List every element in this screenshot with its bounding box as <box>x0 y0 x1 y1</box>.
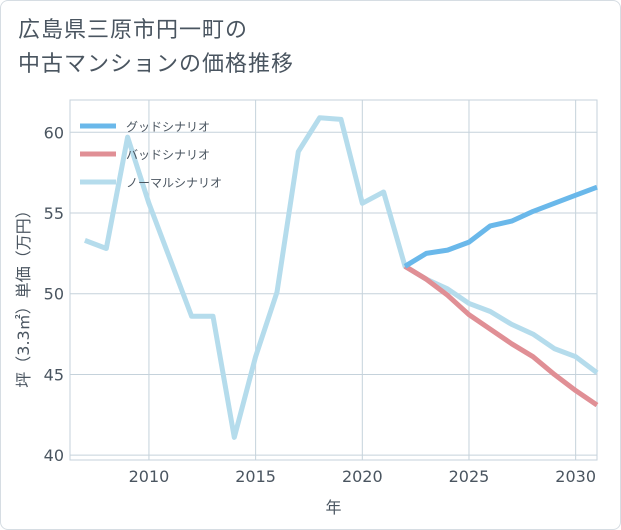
legend-label-1: バッドシナリオ <box>126 148 210 162</box>
series-line-0 <box>403 184 598 269</box>
chart-title-line1: 広島県三原市円一町の <box>18 18 249 43</box>
y-tick-label: 50 <box>44 285 64 304</box>
series-line-1 <box>403 264 599 408</box>
y-tick-label: 45 <box>44 365 64 384</box>
x-tick-label: 2025 <box>449 467 490 486</box>
x-axis-label: 年 <box>325 498 341 517</box>
x-tick-label: 2020 <box>342 467 383 486</box>
chart-title-line2: 中古マンションの価格推移 <box>18 52 295 77</box>
y-tick-label: 60 <box>44 123 64 142</box>
series-line-2 <box>84 115 599 440</box>
legend-label-2: ノーマルシナリオ <box>126 176 222 190</box>
legend-label-0: グッドシナリオ <box>126 120 210 134</box>
grid <box>69 99 598 461</box>
chart-title: 広島県三原市円一町の 中古マンションの価格推移 <box>18 14 294 82</box>
tick-labels: 2010 2015 2020 2025 2030 40 45 50 55 60 <box>44 123 596 486</box>
x-tick-label: 2030 <box>555 467 596 486</box>
series-lines <box>84 115 599 440</box>
y-tick-label: 55 <box>44 204 64 223</box>
x-tick-label: 2015 <box>235 467 276 486</box>
x-tick-label: 2010 <box>129 467 170 486</box>
plot-area <box>69 99 598 461</box>
y-tick-label: 40 <box>44 446 64 465</box>
y-axis-label: 坪（3.3㎡）単価（万円） <box>14 202 33 387</box>
